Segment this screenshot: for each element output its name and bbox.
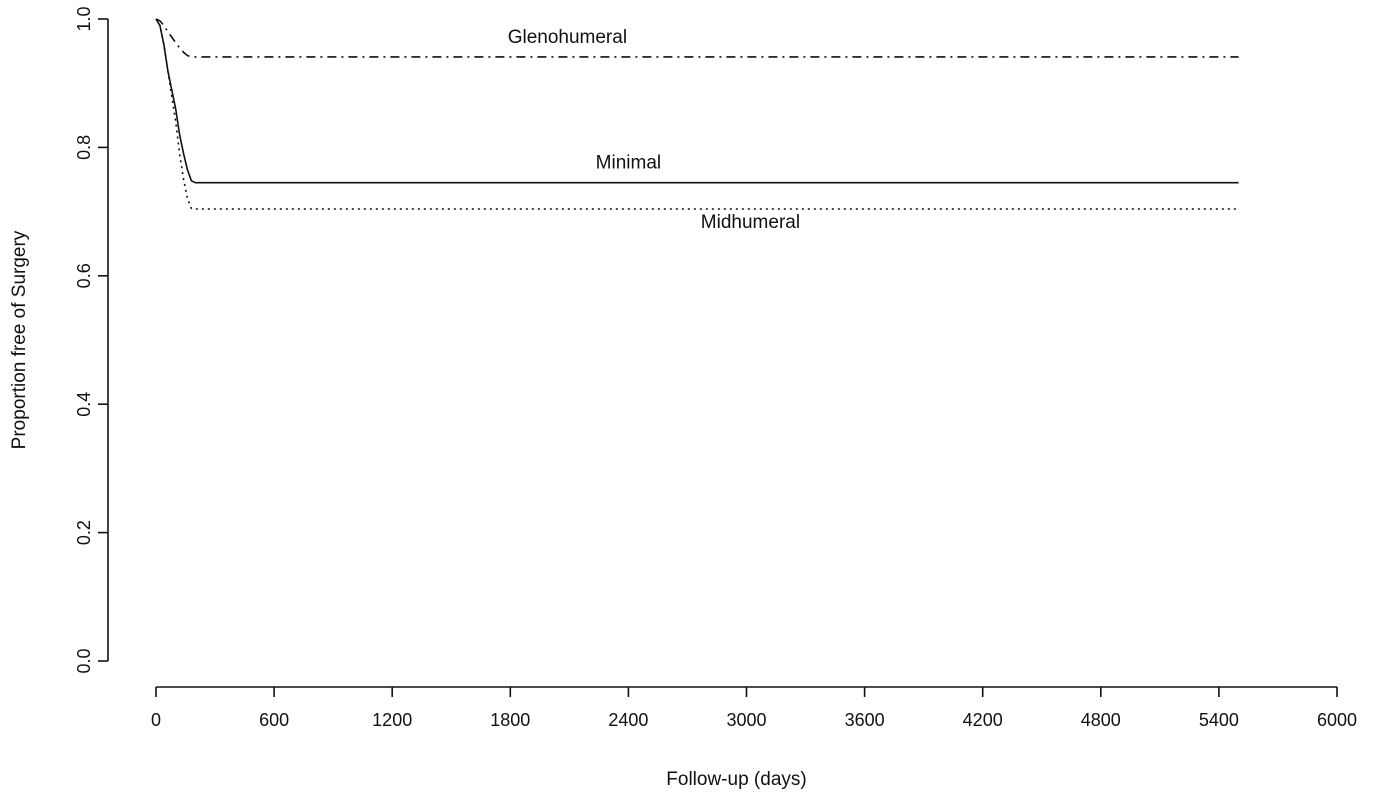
x-tick-label: 2400 [608,710,648,730]
series-lines [155,18,1239,210]
series-line-midhumeral [155,18,1239,210]
x-tick-label: 3000 [726,710,766,730]
series-labels: Glenohumeral Minimal Midhumeral [508,27,800,233]
series-label-minimal: Minimal [596,153,661,174]
x-tick-label: 6000 [1317,710,1357,730]
x-tick-label: 600 [259,710,289,730]
y-axis-title: Proportion free of Surgery [9,230,30,449]
y-tick-label: 0.0 [74,648,94,673]
series-label-glenohumeral: Glenohumeral [508,27,627,48]
y-tick-label: 1.0 [74,6,94,31]
x-tick-label: 5400 [1199,710,1239,730]
x-axis-title: Follow-up (days) [666,769,806,790]
y-tick-label: 0.8 [74,135,94,160]
series-label-midhumeral: Midhumeral [701,212,800,233]
y-tick-label: 0.2 [74,520,94,545]
x-tick-label: 4200 [963,710,1003,730]
series-line-glenohumeral [155,18,1239,58]
y-tick-label: 0.6 [74,263,94,288]
x-tick-label: 1200 [372,710,412,730]
series-line-minimal [155,18,1239,184]
x-tick-label: 3600 [845,710,885,730]
y-tick-label: 0.4 [74,392,94,417]
x-tick-label: 4800 [1081,710,1121,730]
x-axis: 0 600 1200 1800 2400 3000 3600 4200 4800 5400 6000 [151,686,1357,730]
x-tick-label: 0 [151,710,161,730]
y-axis: 0.0 0.2 0.4 0.6 0.8 1.0 [74,6,109,674]
x-tick-label: 1800 [490,710,530,730]
